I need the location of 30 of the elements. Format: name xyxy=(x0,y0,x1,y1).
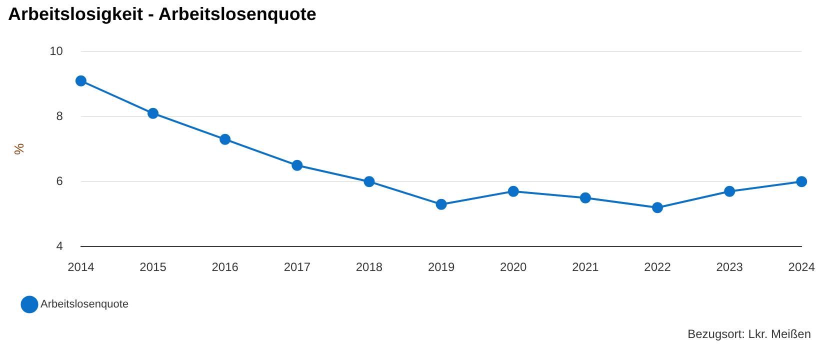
x-tick-label: 2024 xyxy=(788,260,816,274)
x-tick-label: 2015 xyxy=(140,260,167,274)
x-tick-label: 2018 xyxy=(356,260,383,274)
x-tick-label: 2023 xyxy=(716,260,744,274)
point xyxy=(292,160,303,171)
point xyxy=(364,176,375,188)
point xyxy=(148,108,159,119)
x-tick-label: 2021 xyxy=(572,260,600,274)
point xyxy=(220,134,231,145)
point xyxy=(508,186,519,197)
point xyxy=(652,202,664,214)
x-tick-label: 2017 xyxy=(284,260,311,274)
legend-label: Arbeitslosenquote xyxy=(40,298,129,311)
x-tick-label: 2020 xyxy=(500,260,528,274)
point xyxy=(580,192,591,204)
y-tick-label: 4 xyxy=(56,238,64,253)
y-tick-label: 6 xyxy=(56,174,64,188)
chart-title: Arbeitslosigkeit - Arbeitslosenquote xyxy=(8,4,316,24)
x-tick-label: 2016 xyxy=(212,260,239,274)
point xyxy=(75,75,86,86)
point xyxy=(724,186,736,197)
text: Bezugsort: Lkr. Meißen xyxy=(688,327,811,341)
x-tick-label: 2022 xyxy=(644,260,672,274)
point xyxy=(436,198,447,210)
y-tick-label: 8 xyxy=(56,108,64,123)
x-tick-label: 2019 xyxy=(428,260,455,274)
y-axis-title: % xyxy=(11,142,26,155)
y-tick-label: 10 xyxy=(50,44,64,58)
point xyxy=(796,176,808,188)
x-tick-label: 2014 xyxy=(68,260,95,274)
